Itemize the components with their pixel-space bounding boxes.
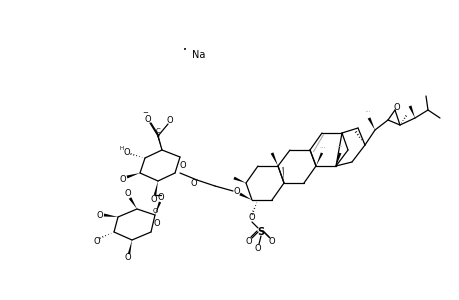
Polygon shape [104, 214, 118, 217]
Text: S: S [257, 227, 264, 237]
Text: O: O [179, 160, 186, 169]
Text: O: O [153, 220, 160, 229]
Polygon shape [270, 152, 277, 166]
Polygon shape [233, 177, 246, 183]
Text: ···: ··· [336, 144, 342, 150]
Text: O: O [233, 187, 240, 196]
Text: C: C [155, 128, 160, 134]
Text: −: − [142, 110, 148, 116]
Text: •: • [183, 47, 187, 53]
Text: O: O [124, 190, 131, 199]
Polygon shape [239, 193, 252, 200]
Text: O: O [245, 238, 252, 247]
Text: O: O [157, 194, 164, 202]
Text: O: O [94, 238, 100, 247]
Text: Na: Na [191, 50, 205, 60]
Text: O: O [124, 254, 131, 262]
Polygon shape [157, 136, 162, 150]
Text: O: O [96, 211, 103, 220]
Polygon shape [367, 117, 374, 130]
Polygon shape [408, 105, 414, 118]
Text: O: O [151, 194, 157, 203]
Polygon shape [335, 153, 341, 166]
Polygon shape [126, 173, 140, 178]
Text: O: O [190, 178, 197, 188]
Text: O: O [254, 244, 261, 253]
Text: H: H [120, 146, 124, 151]
Text: ···: ··· [364, 109, 370, 115]
Polygon shape [155, 202, 161, 215]
Polygon shape [128, 240, 132, 254]
Text: O: O [166, 116, 173, 124]
Polygon shape [282, 167, 283, 183]
Text: O: O [145, 115, 151, 124]
Text: O: O [393, 103, 399, 112]
Text: O: O [152, 208, 157, 214]
Polygon shape [315, 152, 322, 166]
Text: O: O [268, 238, 275, 247]
Text: O: O [123, 148, 130, 157]
Text: O: O [119, 175, 126, 184]
Text: O: O [248, 214, 255, 223]
Text: ···: ··· [319, 145, 326, 151]
Polygon shape [153, 181, 157, 195]
Polygon shape [129, 197, 137, 209]
